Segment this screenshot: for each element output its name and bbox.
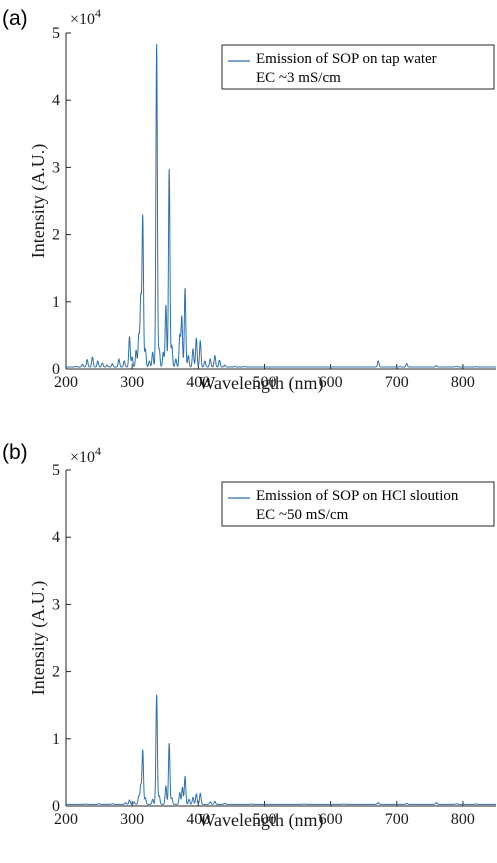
y-multiplier: ×104: [70, 444, 101, 466]
y-tick-label: 2: [52, 664, 60, 681]
y-tick-label: 1: [52, 294, 60, 311]
legend-entry-note: EC ~50 mS/cm: [256, 507, 349, 523]
x-tick-label: 600: [319, 374, 343, 391]
x-tick-label: 700: [385, 374, 409, 391]
legend-entry: Emission of SOP on tap water: [256, 51, 437, 67]
panel-label: (a): [2, 7, 28, 30]
legend-entry-note: EC ~3 mS/cm: [256, 70, 341, 86]
legend-box: [221, 44, 495, 90]
x-tick-label: 500: [252, 811, 276, 828]
x-tick-label: 800: [451, 811, 475, 828]
y-axis-label: Intensity (A.U.): [28, 144, 49, 258]
x-tick-label: 500: [252, 374, 276, 391]
x-axis-label: Wavelength (nm): [198, 810, 323, 831]
y-tick-label: 0: [52, 361, 60, 378]
y-tick-label: 5: [52, 25, 60, 42]
x-axis-label: Wavelength (nm): [198, 373, 323, 394]
y-tick-label: 0: [52, 798, 60, 815]
y-multiplier-base: ×10: [70, 449, 95, 466]
spectrum-line: [65, 694, 497, 805]
y-tick-label: 4: [52, 529, 60, 546]
legend-entry: Emission of SOP on HCl sloution: [256, 488, 459, 504]
panel-label: (b): [2, 441, 28, 464]
y-multiplier-base: ×10: [70, 11, 95, 28]
x-tick-label: 300: [120, 811, 144, 828]
x-tick-label: 400: [186, 811, 210, 828]
x-tick-label: 400: [186, 374, 210, 391]
y-tick-label: 2: [52, 227, 60, 244]
y-tick-label: 3: [52, 596, 60, 613]
x-tick-label: 700: [385, 811, 409, 828]
legend-box: [221, 481, 495, 527]
x-tick-label: 300: [120, 374, 144, 391]
y-tick-label: 1: [52, 731, 60, 748]
y-multiplier-exponent: 4: [95, 444, 101, 458]
y-axis-label: Intensity (A.U.): [28, 581, 49, 695]
y-tick-label: 3: [52, 159, 60, 176]
spectrum-line: [65, 43, 497, 368]
y-multiplier: ×104: [70, 6, 101, 28]
y-tick-label: 4: [52, 92, 60, 109]
x-tick-label: 600: [319, 811, 343, 828]
x-tick-label: 200: [54, 374, 78, 391]
y-tick-label: 5: [52, 462, 60, 479]
x-tick-label: 200: [54, 811, 78, 828]
y-multiplier-exponent: 4: [95, 6, 101, 20]
x-tick-label: 800: [451, 374, 475, 391]
